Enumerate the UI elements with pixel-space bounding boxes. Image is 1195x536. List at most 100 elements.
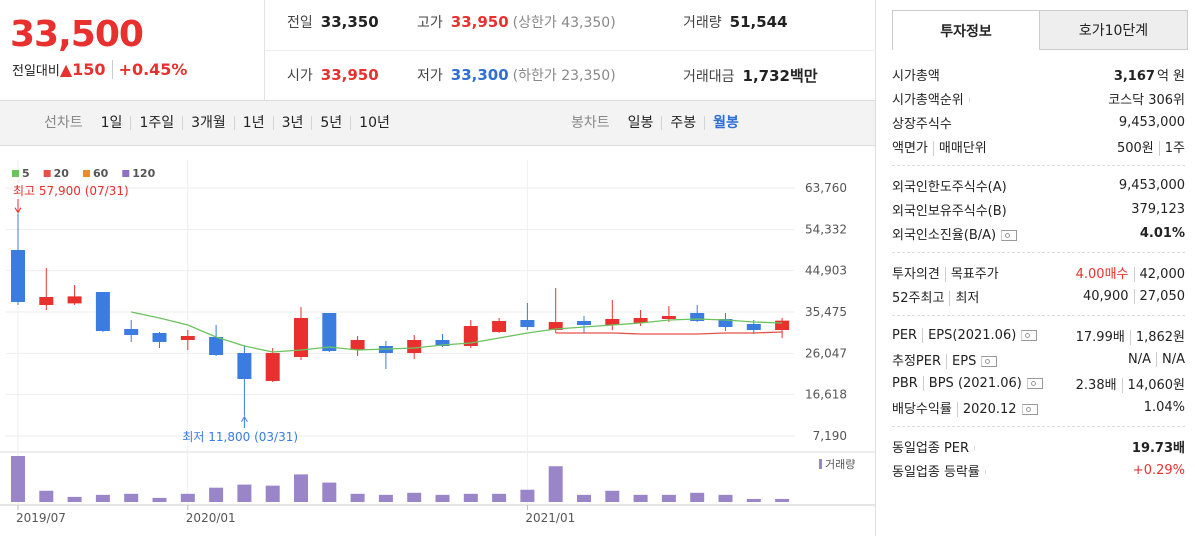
max-arrow-head [14, 207, 22, 214]
period-button[interactable]: 1주일 [130, 116, 182, 130]
row-value: 1.04% [1143, 399, 1185, 415]
row-label: 시가총액순위 [892, 92, 964, 108]
row-values: 2.38배 14,060원 [1076, 374, 1185, 393]
row-label: 배당수익률 [892, 401, 952, 417]
volume-bar [209, 487, 224, 502]
candle-body [690, 312, 705, 322]
volume-bar [718, 494, 733, 502]
info-high: 고가 33,950 (상한가 43,350) [417, 12, 616, 32]
info-prev: 전일 33,350 [287, 12, 379, 32]
candle-body [180, 336, 195, 340]
help-icon[interactable] [1026, 377, 1043, 389]
y-tick-label: 63,760 [805, 181, 847, 195]
candle-body [605, 318, 620, 325]
candle-body [435, 339, 450, 346]
side-panel: 투자정보 호가10단계 시가총액 3,167 억 원 시가총액순위 코스닥 306위 상장주… [878, 0, 1195, 536]
row-value: 1,862원 [1129, 329, 1185, 345]
row-label: 액면가 [892, 140, 928, 156]
row-labels: 투자의견 목표주가 [892, 263, 999, 282]
row-labels: 52주최고 최저 [892, 287, 980, 306]
help-icon[interactable] [981, 355, 998, 367]
period-button[interactable]: 1년 [233, 116, 273, 130]
row-labels: 배당수익률 2020.12 [892, 398, 1038, 417]
moving-average [131, 311, 783, 353]
info-section: PER EPS(2021.06) 17.99배 1,862원 추정PER EPS N/A N/… [892, 315, 1185, 426]
toolbar: 선차트 1일 1주일 3개월 1년 3년 5년 10년 봉차트 일봉 주봉 월봉 [0, 100, 875, 146]
row-label: 시가총액 [892, 68, 940, 84]
value: 33,950 [450, 13, 509, 31]
row-label: 외국인보유주식수(B) [892, 203, 1007, 219]
info-row: 액면가 매매단위 500원 1주 [892, 134, 1185, 158]
row-values: 9,453,000 [1119, 115, 1185, 130]
row-label: 외국인소진율(B/A) [892, 227, 997, 243]
row-value: 2.38배 [1075, 377, 1117, 393]
y-tick-label: 44,903 [805, 264, 847, 278]
period-button[interactable]: 월봉 [704, 116, 747, 130]
row-value: 3,167 억 원 [1113, 68, 1185, 84]
main-area: 33,500 전일대비▲150 +0.45% 전일 33,350 고가 33,950(… [0, 0, 876, 536]
period-button[interactable]: 10년 [350, 116, 398, 130]
row-value: 19.73배 [1131, 440, 1185, 456]
y-tick-label: 7,190 [813, 429, 847, 443]
unit: 백만 [789, 67, 818, 85]
label: 전일 [287, 15, 313, 31]
row-values: 코스닥 306위 [1108, 89, 1185, 108]
tab[interactable]: 호가10단계 [1040, 10, 1188, 50]
info-section: 투자의견 목표주가 4.00매수 42,000 52주최고 최저 40,900 27,050 [892, 252, 1185, 315]
row-value: 17.99배 [1075, 329, 1125, 345]
candle-body [746, 323, 761, 330]
row-values: 4.01% [1140, 226, 1185, 241]
row-value: 42,000 [1133, 266, 1185, 282]
row-labels: PBR BPS (2021.06) [892, 375, 1043, 391]
info-row: 외국인한도주식수(A) 9,453,000 [892, 173, 1185, 197]
change-rate: +0.45% [111, 60, 188, 79]
row-label: 2020.12 [956, 401, 1017, 417]
y-tick-label: 26,047 [805, 346, 847, 360]
price-box: 33,500 전일대비▲150 +0.45% [0, 0, 265, 100]
volume-bar [548, 466, 563, 502]
candle-body [633, 317, 648, 323]
volume-bar [378, 494, 393, 502]
help-icon[interactable] [1021, 329, 1038, 341]
legend-swatch [82, 170, 90, 177]
volume-bar [407, 492, 422, 502]
period-button[interactable]: 주봉 [661, 116, 704, 130]
volume-bar [294, 474, 308, 502]
row-value: 379,123 [1131, 201, 1185, 217]
tab[interactable]: 투자정보 [892, 10, 1040, 50]
period-button[interactable]: 5년 [311, 116, 350, 130]
candle-body [718, 318, 733, 328]
help-icon[interactable] [1021, 403, 1038, 415]
period-button[interactable]: 1일 [100, 115, 123, 131]
period-button[interactable]: 3년 [272, 116, 312, 130]
info-section: 시가총액 3,167 억 원 시가총액순위 코스닥 306위 상장주식수 9,453,000… [892, 62, 1185, 165]
label: 시가 [287, 68, 313, 84]
row-labels: 외국인소진율(B/A) [892, 224, 1018, 243]
row-values: 9,453,000 [1119, 178, 1185, 193]
row-label: 목표주가 [944, 266, 999, 282]
row-labels: 외국인보유주식수(B) [892, 200, 1007, 219]
row-labels: 액면가 매매단위 [892, 137, 987, 156]
period-button[interactable]: 일봉 [627, 115, 654, 131]
period-button[interactable]: 3개월 [182, 116, 234, 130]
row-labels: 동일업종 등락률 [892, 461, 991, 480]
help-icon[interactable] [1001, 229, 1018, 241]
candle-body [124, 328, 139, 335]
row-value: 코스닥 306위 [1108, 92, 1185, 108]
candle-body [209, 337, 224, 355]
volume-bar [605, 490, 620, 502]
candle-body [294, 317, 308, 358]
row-labels: 외국인한도주식수(A) [892, 176, 1007, 195]
unit: 억 원 [1156, 68, 1185, 84]
row-value: 27,050 [1133, 288, 1185, 304]
info-row: 투자의견 목표주가 4.00매수 42,000 [892, 260, 1185, 284]
value: 51,544 [729, 13, 788, 31]
row-values: 40,900 27,050 [1083, 288, 1185, 304]
row-value: 4.01% [1139, 225, 1185, 241]
row-value: 1주 [1158, 140, 1185, 156]
max-label: 최고 57,900 (07/31) [13, 184, 129, 198]
y-tick-label: 16,618 [805, 388, 847, 402]
row-label: 동일업종 등락률 [892, 464, 980, 480]
info-row: 52주최고 최저 40,900 27,050 [892, 284, 1185, 308]
